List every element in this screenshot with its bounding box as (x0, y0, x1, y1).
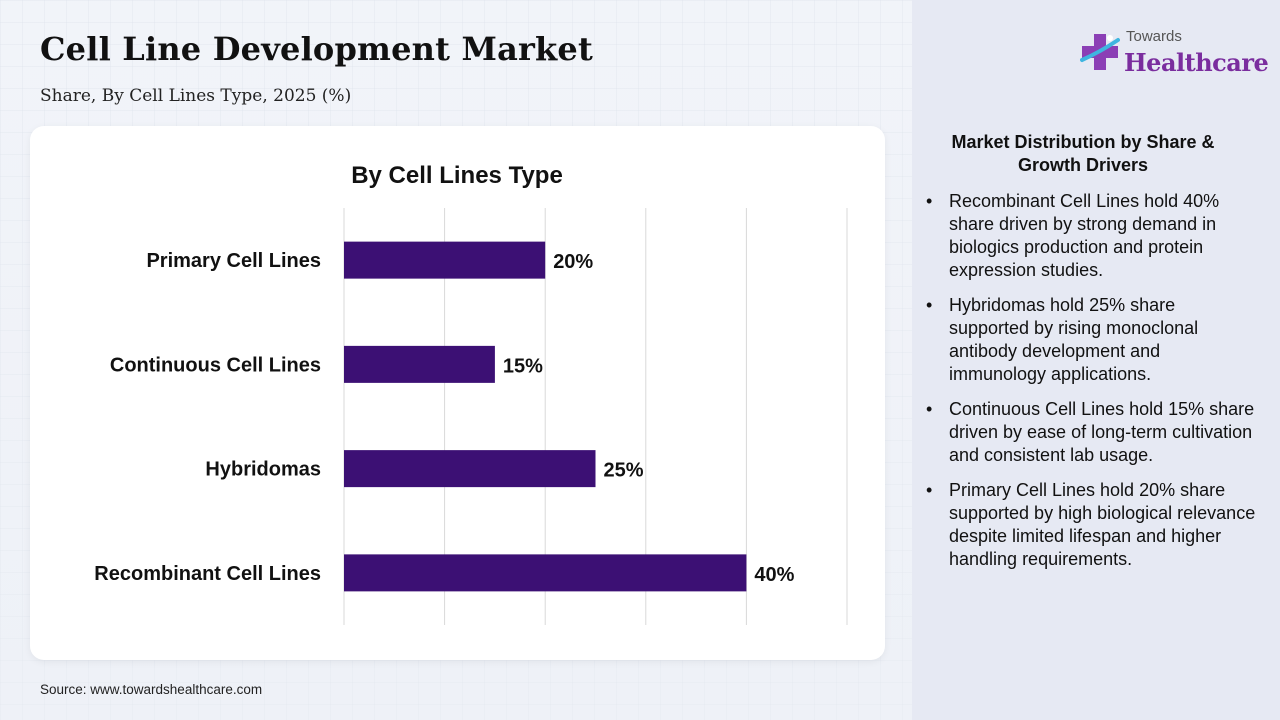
category-label: Hybridomas (205, 459, 321, 481)
category-label: Continuous Cell Lines (110, 354, 321, 376)
data-label: 15% (503, 355, 543, 377)
page-subtitle: Share, By Cell Lines Type, 2025 (%) (40, 86, 352, 106)
medical-cross-icon (1080, 34, 1120, 70)
bar-primary-cell-lines (344, 241, 546, 279)
category-labels: Primary Cell Lines Continuous Cell Lines H… (94, 250, 321, 585)
bar-recombinant-cell-lines (344, 554, 747, 592)
sidebar-bullet: Continuous Cell Lines hold 15% share dri… (926, 398, 1256, 467)
data-label: 25% (604, 460, 644, 482)
data-label: 40% (754, 564, 794, 586)
sidebar-bullet: Recombinant Cell Lines hold 40% share dr… (926, 190, 1256, 282)
logo-text-main: Healthcare (1124, 48, 1269, 77)
bar-continuous-cell-lines (344, 345, 495, 383)
value-labels: 20% 15% 25% 40% (503, 251, 795, 586)
brand-logo: Towards Healthcare (1080, 28, 1269, 78)
chart-bars (344, 241, 747, 592)
sidebar-bullet-list: Recombinant Cell Lines hold 40% share dr… (926, 190, 1256, 583)
sidebar-heading: Market Distribution by Share & Growth Dr… (951, 132, 1215, 175)
source-note: Source: www.towardshealthcare.com (40, 682, 263, 697)
sidebar-bullet: Hybridomas hold 25% share supported by r… (926, 294, 1256, 386)
chart-title: By Cell Lines Type (351, 162, 563, 189)
data-label: 20% (553, 251, 593, 273)
sidebar-bullet: Primary Cell Lines hold 20% share suppor… (926, 479, 1256, 571)
bar-hybridomas (344, 450, 596, 488)
logo-text-top: Towards (1126, 28, 1182, 45)
category-label: Recombinant Cell Lines (94, 563, 321, 585)
category-label: Primary Cell Lines (146, 250, 321, 272)
page-title: Cell Line Development Market (40, 30, 593, 68)
